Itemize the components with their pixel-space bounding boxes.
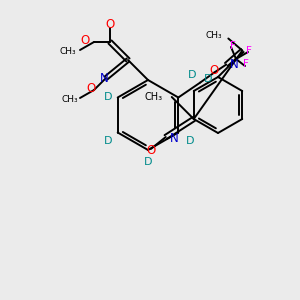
Text: N: N [230, 58, 239, 71]
Text: D: D [186, 136, 195, 146]
Text: D: D [188, 70, 196, 80]
Text: F: F [243, 59, 249, 69]
Text: O: O [146, 143, 155, 157]
Text: O: O [87, 82, 96, 95]
Text: CH₃: CH₃ [59, 46, 76, 56]
Text: CH₃: CH₃ [206, 31, 222, 40]
Text: O: O [105, 17, 115, 31]
Text: D: D [103, 136, 112, 146]
Text: CH₃: CH₃ [61, 95, 78, 104]
Text: O: O [210, 64, 219, 77]
Text: N: N [170, 131, 178, 145]
Text: D: D [103, 92, 112, 103]
Text: CH₃: CH₃ [145, 92, 163, 102]
Text: D: D [144, 157, 152, 167]
Text: F: F [246, 46, 252, 56]
Text: D: D [204, 74, 213, 83]
Text: F: F [230, 41, 236, 51]
Text: N: N [100, 71, 109, 85]
Text: O: O [81, 34, 90, 47]
